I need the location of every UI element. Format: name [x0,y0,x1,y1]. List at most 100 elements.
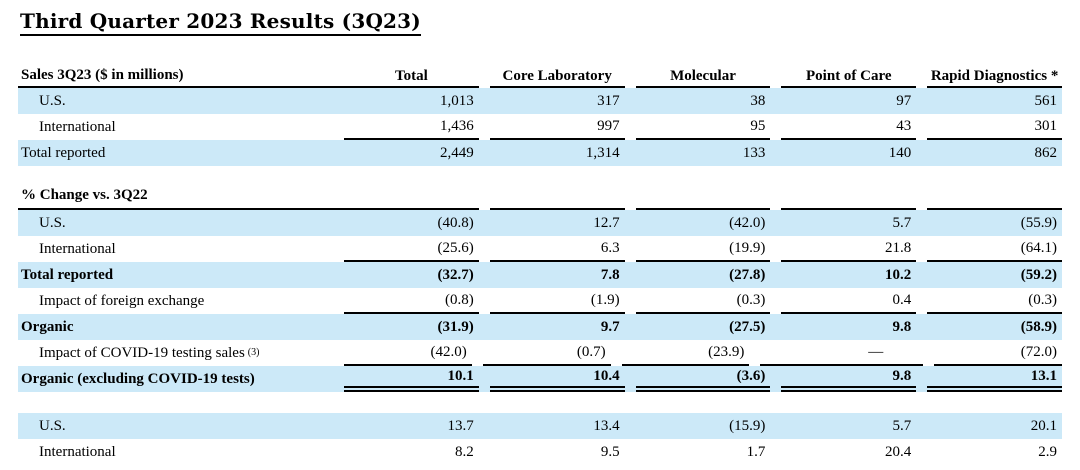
cell-rapid-diagnostics: (55.9) [1020,214,1057,231]
cell-point-of-care: 140 [888,144,912,161]
cell-point-of-care: 97 [896,92,912,109]
row-label: Organic [21,318,74,335]
cell-core-laboratory: (1.9) [489,288,625,314]
row-label: Impact of foreign exchange [39,292,205,309]
cell-rapid-diagnostics: 561 [1034,92,1057,109]
cell-rapid-diagnostics: 2.9 [1038,443,1057,460]
header-rule [927,183,1062,210]
cell-point-of-care: 9.8 [781,366,917,392]
table-row-bottom-us: U.S. 13.7 13.4 (15.9) 5.7 20.1 [18,413,1062,439]
cell-molecular: (19.9) [635,236,771,262]
section-header-label: % Change vs. 3Q22 [18,183,344,210]
cell-core-laboratory: 1,314 [585,144,620,161]
row-label: U.S. [39,417,66,434]
cell-rapid-diagnostics: 20.1 [1030,417,1057,434]
table-row-change-international: International (25.6) 6.3 (19.9) 21.8 (64… [18,236,1062,262]
cell-total: 13.7 [447,417,474,434]
cell-rapid-diagnostics: 13.1 [927,366,1062,392]
column-header-total: Total [344,50,479,88]
table-header-row: Sales 3Q23 ($ in millions) Total Core La… [18,50,1062,88]
cell-total: 1,013 [440,92,474,109]
cell-rapid-diagnostics: 862 [1034,144,1057,161]
table-row-bottom-international: International 8.2 9.5 1.7 20.4 2.9 [18,439,1062,465]
table-row-sales-total-reported: Total reported 2,449 1,314 133 140 862 [18,140,1062,166]
cell-point-of-care: 43 [781,114,917,140]
cell-core-laboratory: 9.5 [600,443,620,460]
cell-total: (0.8) [344,288,479,314]
header-rule [781,183,917,210]
cell-point-of-care: 9.8 [892,318,912,335]
cell-point-of-care: 20.4 [884,443,912,460]
cell-point-of-care: 0.4 [781,288,917,314]
table-row-change-fx: Impact of foreign exchange (0.8) (1.9) (… [18,288,1062,314]
cell-core-laboratory: 12.7 [593,214,620,231]
row-label: Organic (excluding COVID-19 tests) [21,370,255,387]
table-row-sales-international: International 1,436 997 95 43 301 [18,114,1062,140]
cell-point-of-care: — [760,340,924,366]
cell-rapid-diagnostics: (0.3) [927,288,1062,314]
table-row-change-organic: Organic (31.9) 9.7 (27.5) 9.8 (58.9) [18,314,1062,340]
table-row-change-us: U.S. (40.8) 12.7 (42.0) 5.7 (55.9) [18,210,1062,236]
header-rule [489,183,625,210]
cell-molecular: 1.7 [746,443,766,460]
cell-total: 1,436 [344,114,479,140]
cell-core-laboratory: 317 [597,92,620,109]
cell-total: (42.0) [344,340,472,366]
cell-rapid-diagnostics: (64.1) [927,236,1062,262]
cell-molecular: (0.3) [635,288,771,314]
table-header-label: Sales 3Q23 ($ in millions) [18,50,344,88]
section-gap [18,392,1062,413]
cell-rapid-diagnostics: 301 [927,114,1062,140]
cell-core-laboratory: 10.4 [489,366,625,392]
table-row-change-total-reported: Total reported (32.7) 7.8 (27.8) 10.2 (5… [18,262,1062,288]
row-label-text: Impact of COVID-19 testing sales [39,344,245,361]
cell-total: 10.1 [344,366,479,392]
row-label: U.S. [39,92,66,109]
cell-total: (25.6) [344,236,479,262]
cell-molecular: (27.5) [729,318,766,335]
cell-total: (32.7) [437,266,474,283]
cell-total: 2,449 [440,144,474,161]
table-row-change-covid-impact: Impact of COVID-19 testing sales (3) (42.… [18,340,1062,366]
column-header-rapid-diagnostics: Rapid Diagnostics * [927,50,1062,88]
table-row-sales-us: U.S. 1,013 317 38 97 561 [18,88,1062,114]
cell-molecular: (15.9) [729,417,766,434]
row-label: International [39,443,116,460]
row-label: International [39,118,116,135]
cell-molecular: 38 [750,92,766,109]
row-label: Total reported [21,266,114,283]
cell-point-of-care: 5.7 [892,214,912,231]
cell-molecular: (23.9) [621,340,750,366]
cell-core-laboratory: (0.7) [482,340,611,366]
section-header-change: % Change vs. 3Q22 [18,183,1062,210]
row-label: U.S. [39,214,66,231]
cell-rapid-diagnostics: (58.9) [1020,318,1057,335]
cell-point-of-care: 21.8 [781,236,917,262]
header-rule [344,183,479,210]
cell-molecular: (42.0) [729,214,766,231]
cell-point-of-care: 5.7 [892,417,912,434]
cell-molecular: 95 [635,114,771,140]
cell-core-laboratory: 7.8 [600,266,620,283]
cell-molecular: (27.8) [729,266,766,283]
cell-total: (31.9) [437,318,474,335]
page-title: Third Quarter 2023 Results (3Q23) [20,9,421,36]
cell-molecular: 133 [742,144,766,161]
cell-core-laboratory: 997 [489,114,625,140]
column-header-core-laboratory: Core Laboratory [489,50,625,88]
footnote-marker: (3) [247,347,260,358]
cell-point-of-care: 10.2 [884,266,912,283]
column-header-molecular: Molecular [635,50,771,88]
cell-rapid-diagnostics: (59.2) [1020,266,1057,283]
cell-rapid-diagnostics: (72.0) [934,340,1062,366]
cell-total: 8.2 [455,443,474,460]
cell-core-laboratory: 9.7 [600,318,620,335]
cell-core-laboratory: 6.3 [489,236,625,262]
row-label: Total reported [21,144,106,161]
row-label: Impact of COVID-19 testing sales (3) [18,340,344,366]
cell-molecular: (3.6) [635,366,771,392]
column-header-point-of-care: Point of Care [781,50,917,88]
table-row-change-organic-ex-covid: Organic (excluding COVID-19 tests) 10.1 … [18,366,1062,392]
header-rule [635,183,771,210]
